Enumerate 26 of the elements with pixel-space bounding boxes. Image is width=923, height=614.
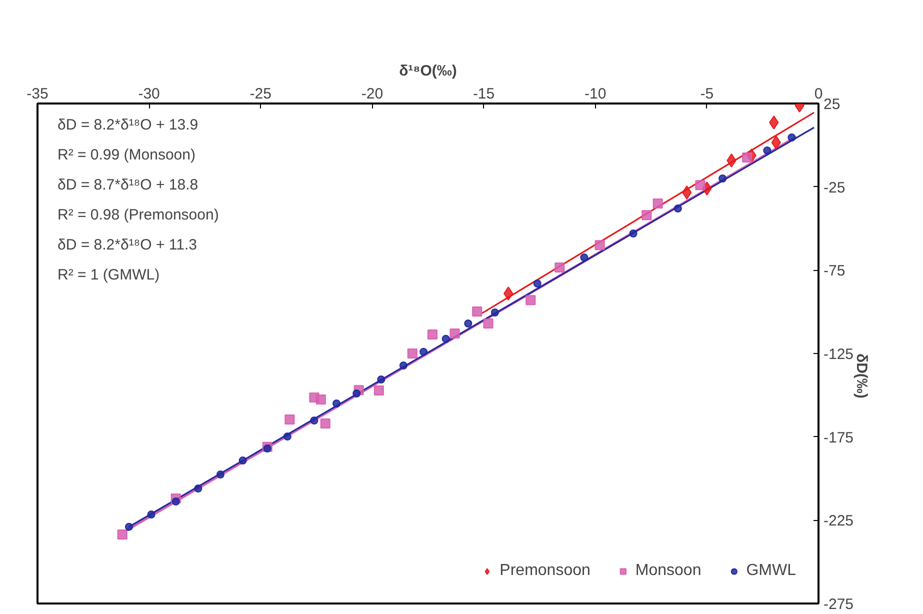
annotation: R² = 0.99 (Monsoon): [58, 146, 196, 164]
legend-label: Monsoon: [635, 562, 702, 580]
annotation: δD = 8.2*δ¹⁸O + 11.3: [58, 236, 197, 254]
annotation: R² = 0.98 (Premonsoon): [58, 206, 219, 224]
x-tick-label: -15: [472, 86, 495, 102]
y-tick-label: -175: [824, 429, 854, 446]
annotation: δD = 8.2*δ¹⁸O + 13.9: [58, 116, 198, 134]
legend-label: Premonsoon: [500, 562, 590, 580]
x-axis-title: δ¹⁸O(‰): [399, 62, 457, 80]
x-tick-label: -35: [26, 86, 48, 102]
x-tick-label: -20: [361, 86, 384, 102]
y-tick-label: 25: [824, 96, 840, 113]
x-tick-label: -5: [700, 86, 714, 102]
x-tick-label: -25: [250, 86, 272, 102]
legend-label: GMWL: [746, 562, 796, 580]
y-tick-label: -275: [824, 596, 854, 613]
y-tick-label: -225: [824, 512, 854, 530]
y-tick-label: -125: [824, 346, 854, 363]
x-tick-label: 0: [814, 86, 823, 102]
x-tick-label: -30: [138, 86, 160, 102]
y-tick-label: -75: [824, 262, 846, 280]
y-axis-title: δD(‰): [853, 354, 870, 398]
annotation: δD = 8.7*δ¹⁸O + 18.8: [58, 176, 198, 194]
annotation: R² = 1 (GMWL): [58, 266, 160, 284]
y-tick-label: -25: [824, 179, 846, 196]
x-tick-label: -10: [584, 86, 606, 102]
